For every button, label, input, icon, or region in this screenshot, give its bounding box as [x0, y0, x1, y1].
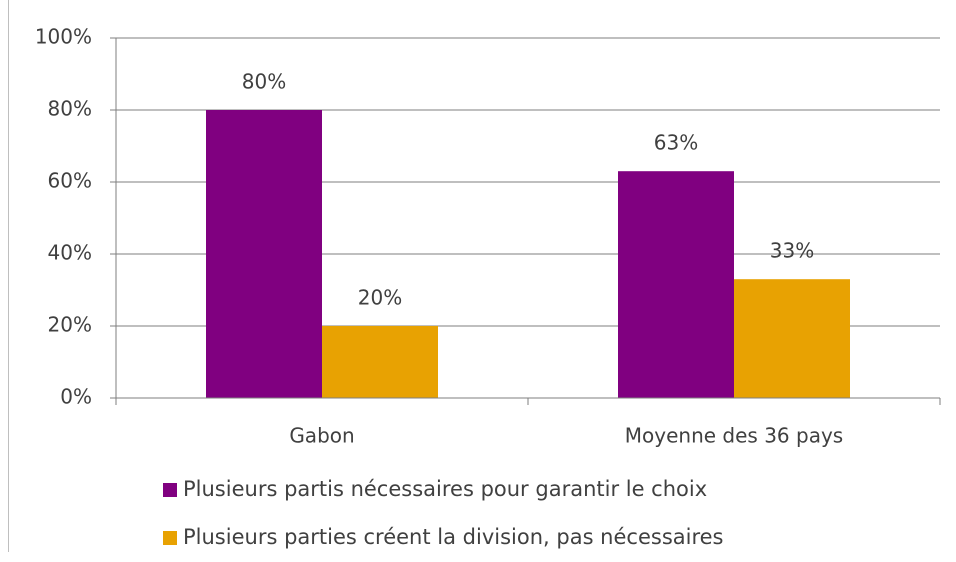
legend-swatch [163, 531, 177, 545]
x-tick-label: Gabon [289, 424, 354, 448]
legend-label: Plusieurs parties créent la division, pa… [183, 525, 724, 549]
data-label: 33% [770, 239, 814, 263]
bar [618, 171, 734, 398]
data-label: 20% [358, 286, 402, 310]
y-tick-label: 60% [48, 169, 92, 193]
y-tick-label: 0% [60, 385, 92, 409]
legend-label: Plusieurs partis nécessaires pour garant… [183, 477, 707, 501]
legend: Plusieurs partis nécessaires pour garant… [163, 477, 724, 549]
y-tick-label: 100% [35, 25, 92, 49]
data-label: 63% [654, 131, 698, 155]
data-label: 80% [242, 70, 286, 94]
bar [322, 326, 438, 398]
y-tick-label: 20% [48, 313, 92, 337]
bar [734, 279, 850, 398]
y-tick-label: 80% [48, 97, 92, 121]
y-tick-label: 40% [48, 241, 92, 265]
x-tick-label: Moyenne des 36 pays [625, 424, 843, 448]
bar [206, 110, 322, 398]
legend-swatch [163, 483, 177, 497]
